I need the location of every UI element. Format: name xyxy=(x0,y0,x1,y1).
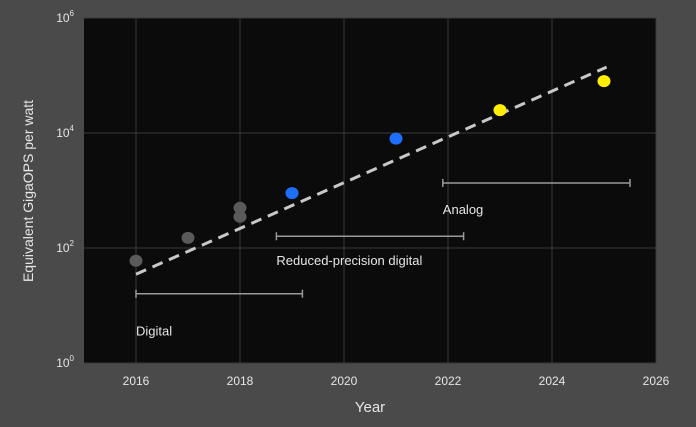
x-tick-label: 2026 xyxy=(643,374,670,388)
x-tick-label: 2018 xyxy=(227,374,254,388)
trend-line xyxy=(135,65,608,276)
data-point xyxy=(129,254,143,267)
range-brackets: Digital Reduced-precision digital Analog xyxy=(135,179,631,339)
data-point xyxy=(597,75,611,88)
y-tick-label: 106 xyxy=(56,9,74,25)
range-label: Analog xyxy=(443,202,483,217)
data-point xyxy=(493,104,507,117)
data-point xyxy=(181,231,195,244)
range-label: Digital xyxy=(136,324,172,339)
data-points xyxy=(129,75,611,267)
x-tick-label: 2020 xyxy=(331,374,358,388)
plot-area xyxy=(84,18,656,363)
x-tick-label: 2016 xyxy=(123,374,150,388)
y-tick-label: 104 xyxy=(56,124,74,140)
x-axis-label: Year xyxy=(355,399,385,416)
y-tick-label: 100 xyxy=(56,354,74,370)
data-point xyxy=(285,187,299,200)
y-tick-label: 102 xyxy=(56,239,74,255)
grid xyxy=(84,17,657,364)
x-tick-label: 2022 xyxy=(435,374,462,388)
tick-labels: 2016 2018 2020 2022 2024 2026 100 102 104 106 xyxy=(56,9,669,388)
trend-line-group xyxy=(135,65,608,276)
x-tick-label: 2024 xyxy=(539,374,566,388)
y-axis-label: Equivalent GigaOPS per watt xyxy=(20,100,36,282)
data-point xyxy=(233,201,247,214)
range-label: Reduced-precision digital xyxy=(276,253,422,268)
data-point xyxy=(233,210,247,223)
data-point xyxy=(389,132,403,145)
